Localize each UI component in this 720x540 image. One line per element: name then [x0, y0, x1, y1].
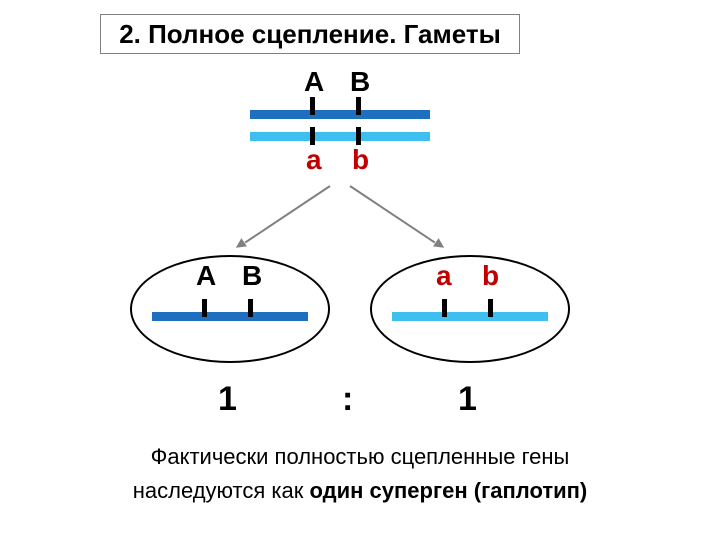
locus-tick	[488, 299, 493, 317]
allele-label-A: A	[196, 260, 216, 292]
ratio-one-right: 1	[458, 380, 477, 419]
gamete-left-chromosome	[152, 312, 308, 321]
title-box: 2. Полное сцепление. Гаметы	[100, 14, 520, 54]
gamete-left-ellipse	[130, 255, 330, 363]
locus-tick	[356, 127, 361, 145]
arrow-left-line	[244, 185, 330, 243]
allele-label-B: B	[350, 66, 370, 98]
allele-label-a: a	[306, 144, 322, 176]
locus-tick	[202, 299, 207, 317]
locus-tick	[248, 299, 253, 317]
title-text: 2. Полное сцепление. Гаметы	[119, 19, 501, 50]
allele-label-B: B	[242, 260, 262, 292]
caption-line-2-pre: наследуются как	[133, 478, 310, 503]
locus-tick	[310, 127, 315, 145]
gamete-right-chromosome	[392, 312, 548, 321]
locus-tick	[356, 97, 361, 115]
ratio-colon: :	[342, 380, 353, 419]
caption-line-2-bold: один суперген (гаплотип)	[309, 478, 587, 503]
ratio-one-left: 1	[218, 380, 237, 419]
caption-line-1-text: Фактически полностью сцепленные гены	[151, 444, 570, 469]
parent-chromosome-light	[250, 132, 430, 141]
locus-tick	[310, 97, 315, 115]
caption-line-1: Фактически полностью сцепленные гены	[0, 444, 720, 470]
allele-label-A: A	[304, 66, 324, 98]
allele-label-b: b	[352, 144, 369, 176]
caption-line-2: наследуются как один суперген (гаплотип)	[0, 478, 720, 504]
arrow-right-line	[349, 185, 435, 243]
allele-label-b: b	[482, 260, 499, 292]
gamete-right-ellipse	[370, 255, 570, 363]
arrow-right-head	[433, 238, 447, 252]
allele-label-a: a	[436, 260, 452, 292]
parent-chromosome-dark	[250, 110, 430, 119]
locus-tick	[442, 299, 447, 317]
